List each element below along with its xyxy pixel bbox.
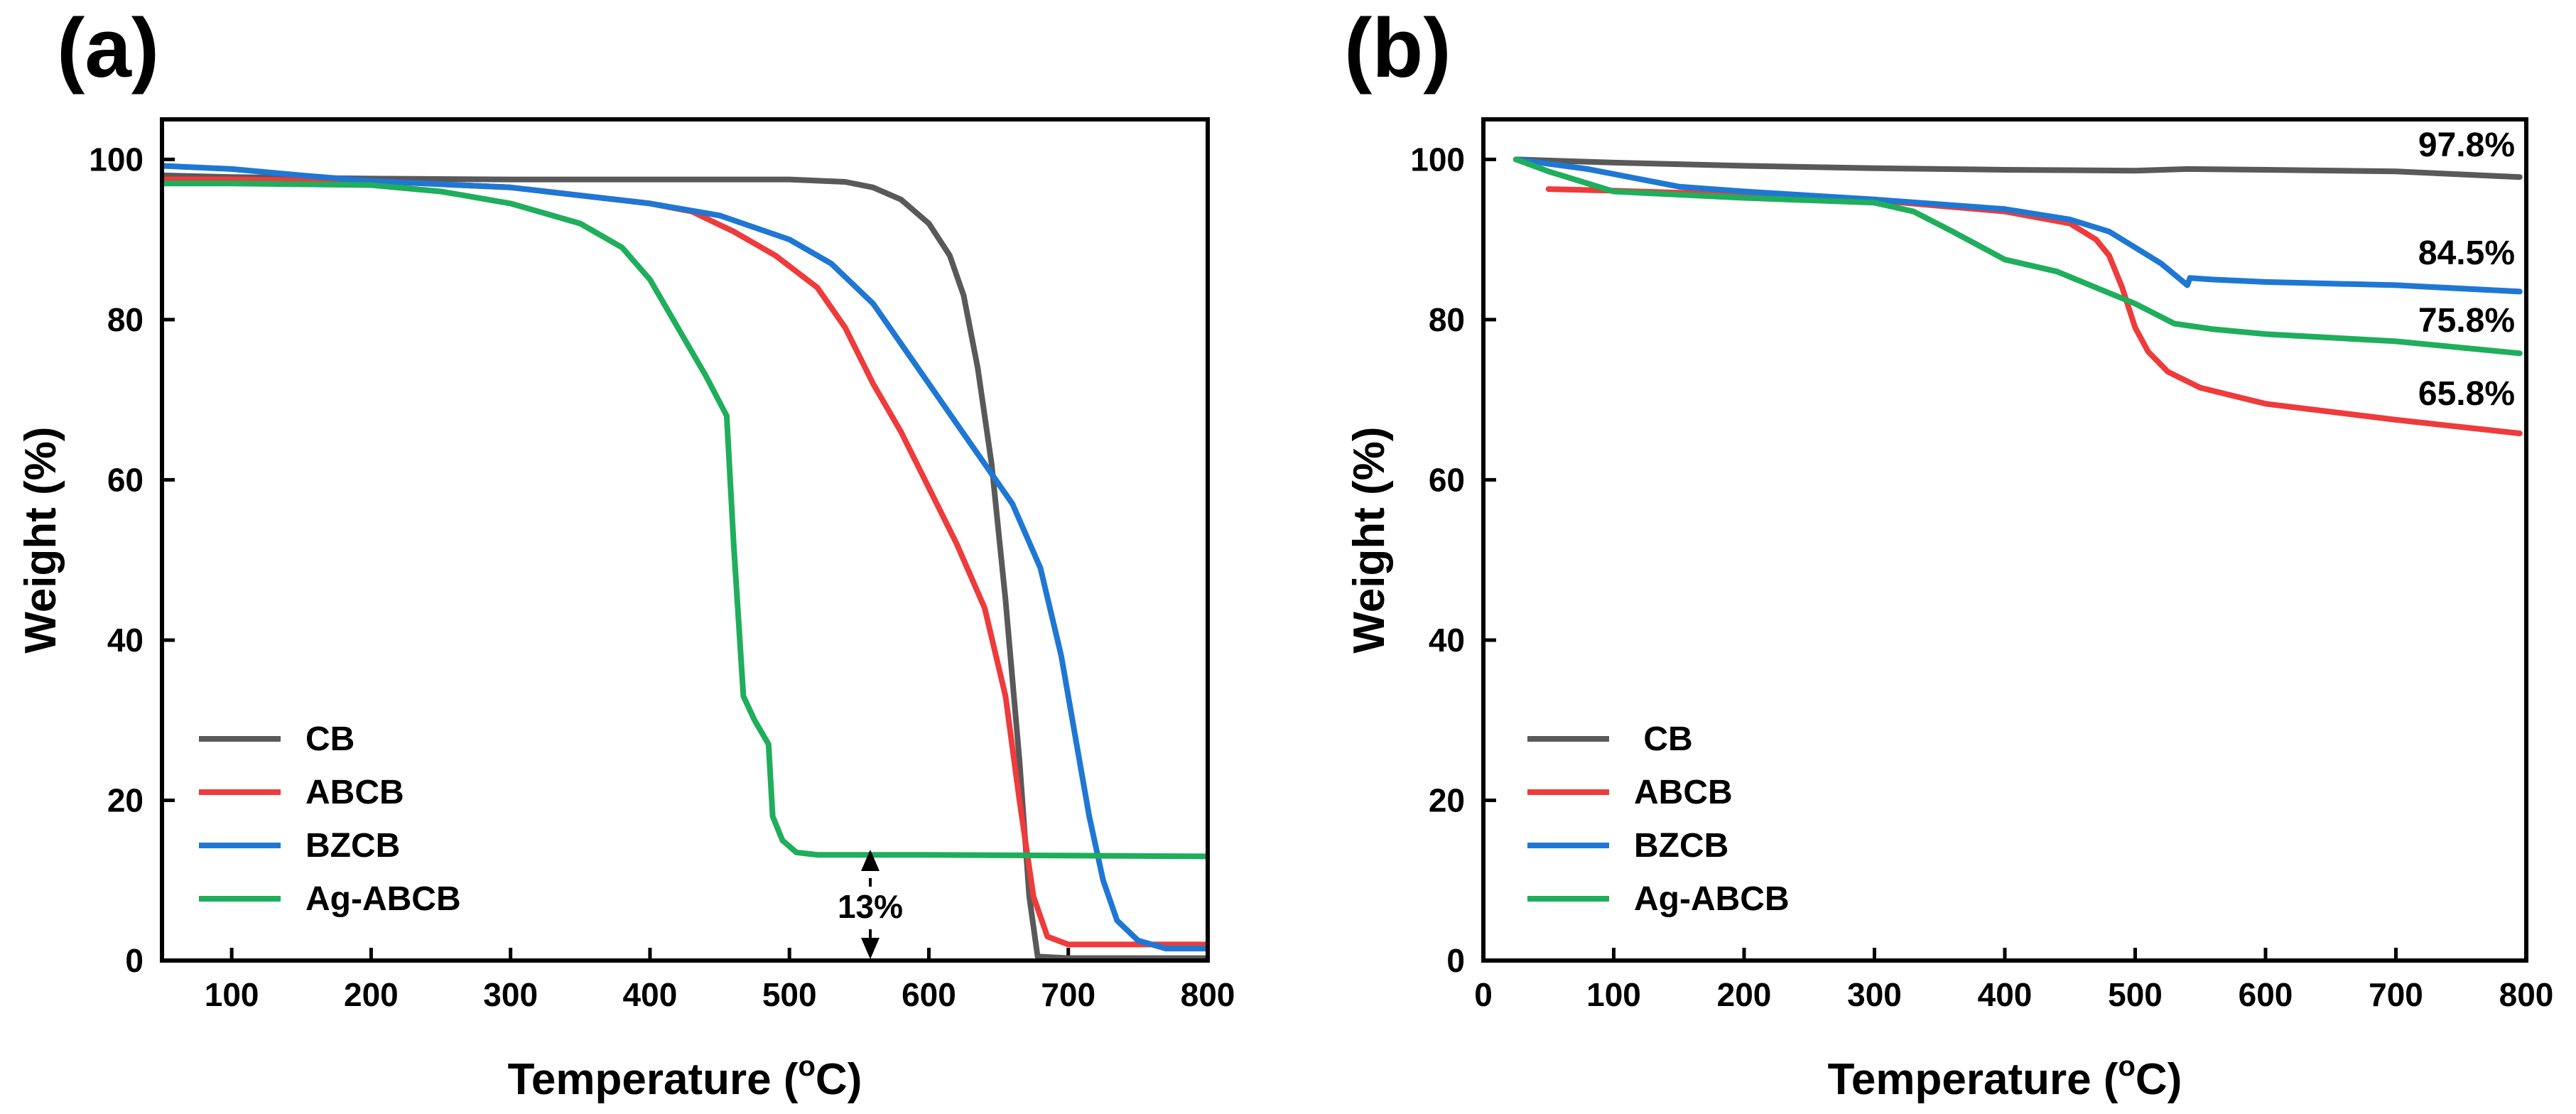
x-tick-label: 600 <box>2239 976 2293 1013</box>
x-tick-label: 200 <box>1717 976 1772 1013</box>
panel-label-a: (a) <box>57 1 159 95</box>
annotation-13-text: 13% <box>838 888 903 925</box>
x-tick-label: 100 <box>1586 976 1641 1013</box>
legend-a-bzcb-label: BZCB <box>305 827 400 865</box>
legend-b-bzcb-label: BZCB <box>1634 827 1728 865</box>
series-a-bzcb <box>162 163 1208 952</box>
annotation-arrow-up <box>861 850 880 871</box>
y-tick-label: 20 <box>107 782 144 818</box>
x-tick-label: 800 <box>2499 976 2554 1013</box>
y-tick-label: 20 <box>1429 782 1465 818</box>
y-tick-label: 40 <box>107 622 144 659</box>
panel-b-legend: CB ABCB BZCB Ag-ABCB <box>1527 720 1790 918</box>
panel-b-frame <box>1481 117 2528 963</box>
series-b-cb <box>1512 156 2523 180</box>
panel-label-b: (b) <box>1344 1 1451 95</box>
legend-b-cb-label: CB <box>1634 720 1693 758</box>
x-tick-label: 700 <box>1041 976 1095 1013</box>
y-tick-label: 0 <box>125 942 144 979</box>
x-tick-label: 300 <box>483 976 538 1013</box>
panel-a: (a) 100 200 300 400 500 600 700 800020406080100… <box>16 1 1235 1104</box>
x-tick-label: 400 <box>623 976 678 1013</box>
panel-a-legend: CB ABCB BZCB Ag-ABCB <box>199 720 461 918</box>
x-tick-label: 300 <box>1847 976 1902 1013</box>
legend-b-abcb-label: ABCB <box>1634 774 1733 811</box>
x-tick-label: 700 <box>2369 976 2423 1013</box>
y-tick-label: 80 <box>107 301 144 338</box>
y-tick-label: 60 <box>1429 461 1465 498</box>
y-tick-label: 100 <box>89 141 144 178</box>
annotation-arrow-down <box>861 938 880 959</box>
series-a-ag-abcb <box>162 180 1208 860</box>
x-tick-label: 500 <box>2108 976 2163 1013</box>
y-tick-label: 60 <box>107 461 144 498</box>
panel-a-ylabel: Weight (%) <box>16 426 65 653</box>
label-65-8: 65.8% <box>2418 375 2515 413</box>
label-97-8: 97.8% <box>2418 126 2515 164</box>
label-84-5: 84.5% <box>2418 234 2515 272</box>
y-tick-label: 40 <box>1429 622 1465 659</box>
panel-a-ticks: 100 200 300 400 500 600 700 800 0 20 40 60 80 100 <box>89 141 1235 1013</box>
panel-b: (b) 0 100 200 300 400 500 600 700 800 0 20 40 60 80 10… <box>1344 1 2553 1104</box>
x-tick-label: 800 <box>1181 976 1235 1013</box>
panel-b-plot-area <box>1512 156 2523 436</box>
panel-a-plot-area <box>162 163 1208 961</box>
y-tick-label: 100 <box>1410 141 1465 178</box>
panel-a-xlabel: Temperature (oC) <box>508 1051 862 1104</box>
series-b-ag-abcb <box>1512 156 2523 357</box>
legend-a-agabcb-label: Ag-ABCB <box>305 880 461 918</box>
legend-a-cb-label: CB <box>305 720 355 758</box>
panel-b-xlabel: Temperature (oC) <box>1828 1051 2182 1104</box>
label-75-8: 75.8% <box>2418 302 2515 340</box>
series-b-abcb <box>1545 186 2523 436</box>
x-tick-label: 500 <box>762 976 817 1013</box>
y-tick-label: 0 <box>1446 942 1465 979</box>
x-tick-label: 0 <box>1474 976 1493 1013</box>
x-tick-label: 100 <box>205 976 259 1013</box>
legend-b-agabcb-label: Ag-ABCB <box>1634 880 1790 918</box>
x-tick-label: 400 <box>1978 976 2033 1013</box>
panel-b-ylabel: Weight (%) <box>1345 426 1394 653</box>
legend-a-abcb-label: ABCB <box>305 774 404 811</box>
x-tick-label: 200 <box>344 976 399 1013</box>
series-b-bzcb <box>1512 156 2523 295</box>
x-tick-label: 600 <box>902 976 956 1013</box>
panel-a-frame <box>160 117 1210 963</box>
panel-b-ticks: 0 100 200 300 400 500 600 700 800 0 20 40 60 80 100 <box>1410 141 2553 1013</box>
annotation-13-percent: 13% <box>831 850 909 959</box>
y-tick-label: 80 <box>1429 301 1465 338</box>
